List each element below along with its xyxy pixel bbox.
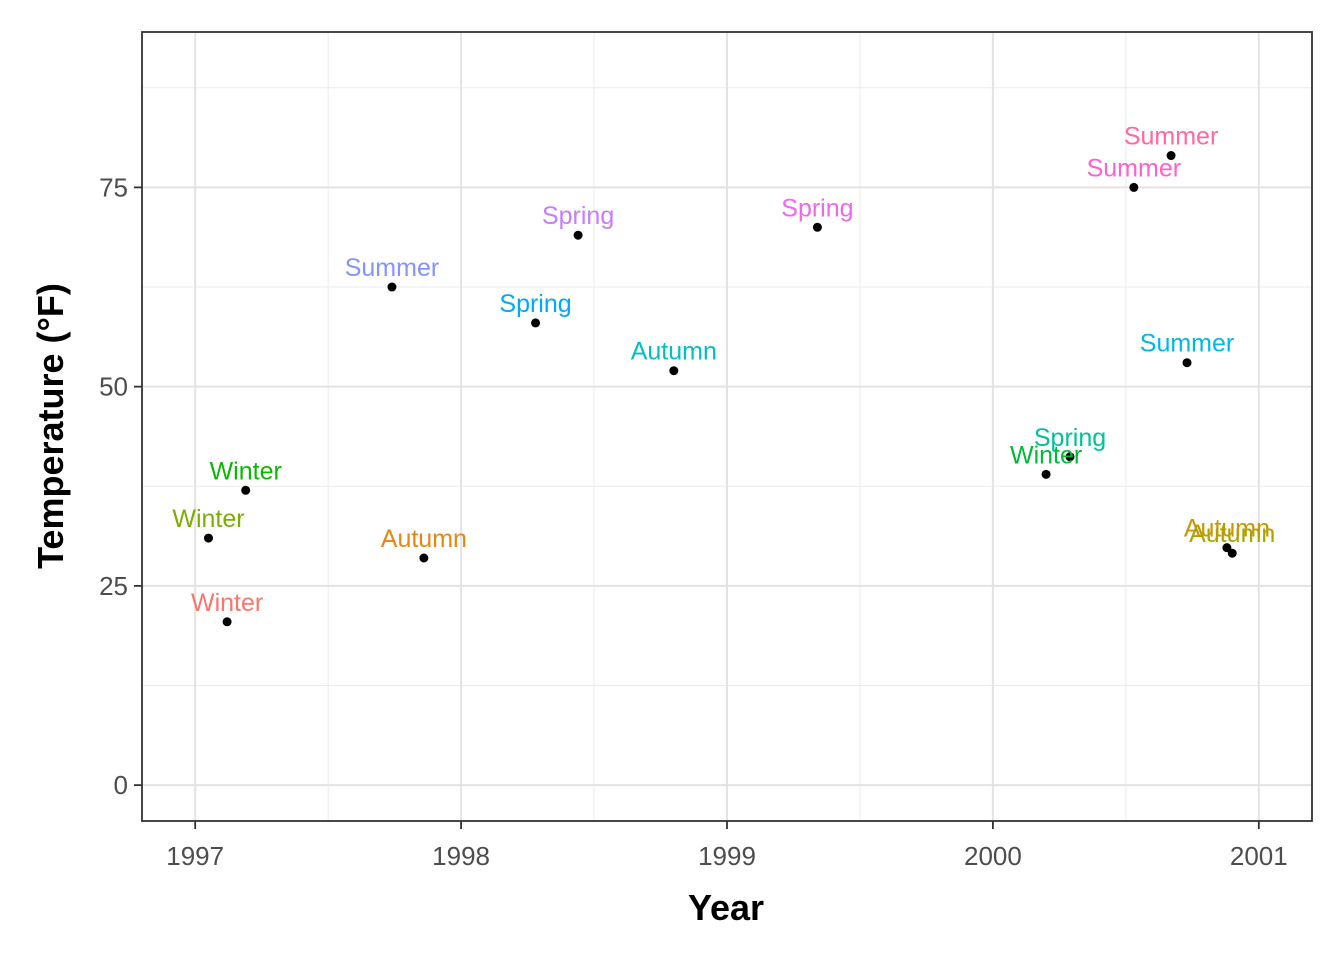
grid-lines [142, 32, 1312, 821]
y-tick-label: 50 [99, 372, 128, 402]
y-axis-tick-labels: 0 25 50 75 [99, 172, 128, 800]
data-point [1222, 543, 1232, 553]
data-point-label: Spring [1034, 424, 1106, 452]
data-point-label: Autumn [381, 525, 467, 553]
data-point [203, 533, 213, 543]
data-point-label: Summer [1087, 154, 1181, 182]
data-point-label: Spring [542, 202, 614, 230]
data-point-label: Summer [1140, 330, 1234, 358]
data-point [241, 485, 251, 495]
data-point [387, 282, 397, 292]
data-point-label: Spring [499, 290, 571, 318]
data-point [669, 366, 679, 376]
data-point [812, 222, 822, 232]
data-point [531, 318, 541, 328]
data-points [203, 151, 1237, 627]
x-tick-label: 2001 [1230, 841, 1288, 871]
x-tick-label: 1999 [698, 841, 756, 871]
data-point [1166, 151, 1176, 161]
data-point [1182, 358, 1192, 368]
data-point-label: Winter [191, 589, 263, 617]
axis-ticks [134, 186, 1260, 829]
data-point-label: Winter [172, 505, 244, 533]
data-point-label: Spring [781, 194, 853, 222]
data-point [419, 553, 429, 563]
y-tick-label: 25 [99, 571, 128, 601]
data-point [573, 230, 583, 240]
data-point [1227, 548, 1237, 558]
data-point-label: Summer [1124, 123, 1218, 151]
y-tick-label: 0 [114, 770, 128, 800]
x-tick-label: 2000 [964, 841, 1022, 871]
data-point-label: Autumn [631, 338, 717, 366]
data-point [1129, 182, 1139, 192]
data-point [222, 617, 232, 627]
x-axis-title: Year [688, 887, 764, 928]
data-point-label: Autumn [1184, 515, 1270, 543]
y-tick-label: 75 [99, 172, 128, 202]
data-point-label: Summer [345, 254, 439, 282]
x-axis-tick-labels: 1997 1998 1999 2000 2001 [166, 841, 1287, 871]
data-point-label: Autumn [1189, 520, 1275, 548]
data-point-label: Winter [1010, 441, 1082, 469]
data-labels: Winter Winter Winter Summer Autumn Spring Spri… [172, 123, 1275, 617]
data-point [1041, 469, 1051, 479]
data-point [1065, 452, 1075, 462]
x-tick-label: 1997 [166, 841, 224, 871]
y-axis-title: Temperature (°F) [30, 283, 71, 569]
x-tick-label: 1998 [432, 841, 490, 871]
data-point-label: Winter [210, 457, 282, 485]
